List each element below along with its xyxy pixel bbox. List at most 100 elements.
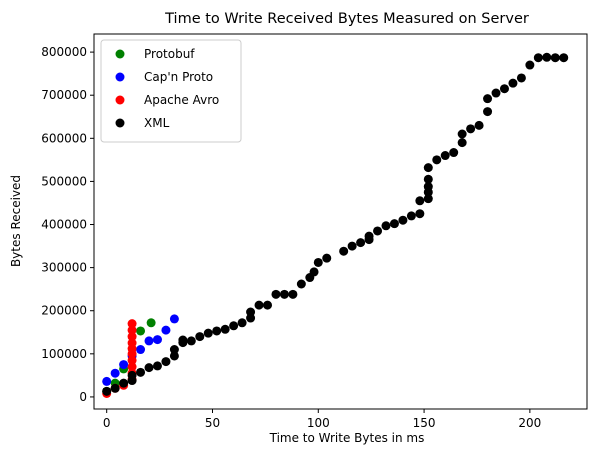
y-tick-label: 500000 xyxy=(41,174,87,188)
point-xml xyxy=(525,60,535,70)
point-xml xyxy=(186,336,196,346)
legend-label-apache-avro: Apache Avro xyxy=(144,93,219,107)
point-cap-n-proto xyxy=(161,325,171,335)
point-xml xyxy=(288,289,298,299)
point-xml xyxy=(466,124,476,134)
point-xml xyxy=(220,324,230,334)
y-tick-label: 700000 xyxy=(41,88,87,102)
point-protobuf xyxy=(136,326,146,336)
point-xml xyxy=(254,300,264,310)
point-apache-avro xyxy=(127,332,137,342)
point-xml xyxy=(102,386,112,396)
legend-marker-apache-avro xyxy=(115,95,125,105)
point-xml xyxy=(144,363,154,373)
point-xml xyxy=(457,138,467,148)
x-tick-label: 100 xyxy=(307,416,330,430)
point-xml xyxy=(406,211,416,221)
point-xml xyxy=(559,53,569,63)
point-cap-n-proto xyxy=(136,345,146,355)
point-apache-avro xyxy=(127,362,137,372)
point-xml xyxy=(457,129,467,139)
legend: Protobuf Cap'n Proto Apache Avro XML xyxy=(100,39,242,143)
plot-area: 0 50 100 150 200 0 100000 200000 300000 400000 50… xyxy=(41,33,588,430)
point-xml xyxy=(432,155,442,165)
point-xml xyxy=(169,351,179,361)
y-tick-label: 400000 xyxy=(41,218,87,232)
point-xml xyxy=(415,209,425,219)
point-xml xyxy=(203,328,213,338)
point-xml xyxy=(542,52,552,62)
plot-frame xyxy=(93,33,588,410)
x-tick-label: 150 xyxy=(413,416,436,430)
point-protobuf xyxy=(146,318,156,328)
point-xml xyxy=(339,246,349,256)
point-xml xyxy=(499,84,509,94)
point-apache-avro xyxy=(127,355,137,365)
point-xml xyxy=(516,73,526,83)
point-xml xyxy=(423,182,433,192)
point-cap-n-proto xyxy=(110,368,120,378)
point-xml xyxy=(347,241,357,251)
point-xml xyxy=(364,231,374,241)
point-xml xyxy=(508,78,518,88)
legend-label-protobuf: Protobuf xyxy=(144,47,195,61)
x-axis-title: Time to Write Bytes in ms xyxy=(269,431,425,445)
point-xml xyxy=(178,335,188,345)
point-cap-n-proto xyxy=(102,376,112,386)
point-xml xyxy=(212,326,222,336)
point-xml xyxy=(246,307,256,317)
y-axis-title: Bytes Received xyxy=(9,175,23,267)
point-xml xyxy=(127,370,137,380)
y-tick-label: 300000 xyxy=(41,261,87,275)
point-xml xyxy=(279,289,289,299)
point-xml xyxy=(169,345,179,355)
point-xml xyxy=(136,367,146,377)
point-xml xyxy=(313,257,323,267)
point-xml xyxy=(483,94,493,104)
point-xml xyxy=(152,361,162,371)
point-xml xyxy=(550,53,560,63)
point-xml xyxy=(237,318,247,328)
point-cap-n-proto xyxy=(119,360,129,370)
y-tick-label: 0 xyxy=(79,390,87,404)
point-xml xyxy=(229,321,239,331)
point-xml xyxy=(356,238,366,248)
legend-label-cap-n-proto: Cap'n Proto xyxy=(144,70,213,84)
x-axis: 0 50 100 150 200 xyxy=(103,409,541,430)
point-xml xyxy=(389,219,399,229)
point-xml xyxy=(110,383,120,393)
point-xml xyxy=(309,267,319,277)
y-tick-label: 100000 xyxy=(41,347,87,361)
y-axis: 0 100000 200000 300000 400000 500000 600000 700… xyxy=(41,45,94,404)
point-xml xyxy=(423,194,433,204)
point-xml xyxy=(474,120,484,130)
point-xml xyxy=(423,163,433,173)
point-cap-n-proto xyxy=(144,336,154,346)
data-points xyxy=(102,52,569,398)
point-xml xyxy=(483,107,493,117)
point-xml xyxy=(322,253,332,263)
point-apache-avro xyxy=(127,319,137,329)
point-xml xyxy=(491,88,501,98)
chart-title: Time to Write Received Bytes Measured on… xyxy=(164,11,529,27)
x-tick-label: 0 xyxy=(103,416,111,430)
point-xml xyxy=(271,289,281,299)
point-xml xyxy=(449,148,459,158)
point-xml xyxy=(533,53,543,63)
legend-marker-cap-n-proto xyxy=(115,72,125,82)
point-xml xyxy=(423,174,433,184)
point-cap-n-proto xyxy=(152,335,162,345)
legend-label-xml: XML xyxy=(144,116,170,130)
point-xml xyxy=(381,221,391,231)
point-apache-avro xyxy=(127,325,137,335)
point-xml xyxy=(119,378,129,388)
legend-box xyxy=(100,39,242,143)
point-xml xyxy=(195,332,205,342)
point-xml xyxy=(373,226,383,236)
legend-marker-xml xyxy=(115,118,125,128)
point-xml xyxy=(296,279,306,289)
point-xml xyxy=(161,357,171,367)
point-xml xyxy=(263,300,273,310)
